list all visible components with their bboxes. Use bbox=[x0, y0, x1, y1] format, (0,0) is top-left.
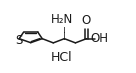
Text: S: S bbox=[15, 34, 22, 47]
Text: HCl: HCl bbox=[50, 51, 72, 64]
Text: O: O bbox=[82, 14, 91, 27]
Text: H₂N: H₂N bbox=[51, 13, 73, 26]
Text: OH: OH bbox=[90, 32, 109, 45]
